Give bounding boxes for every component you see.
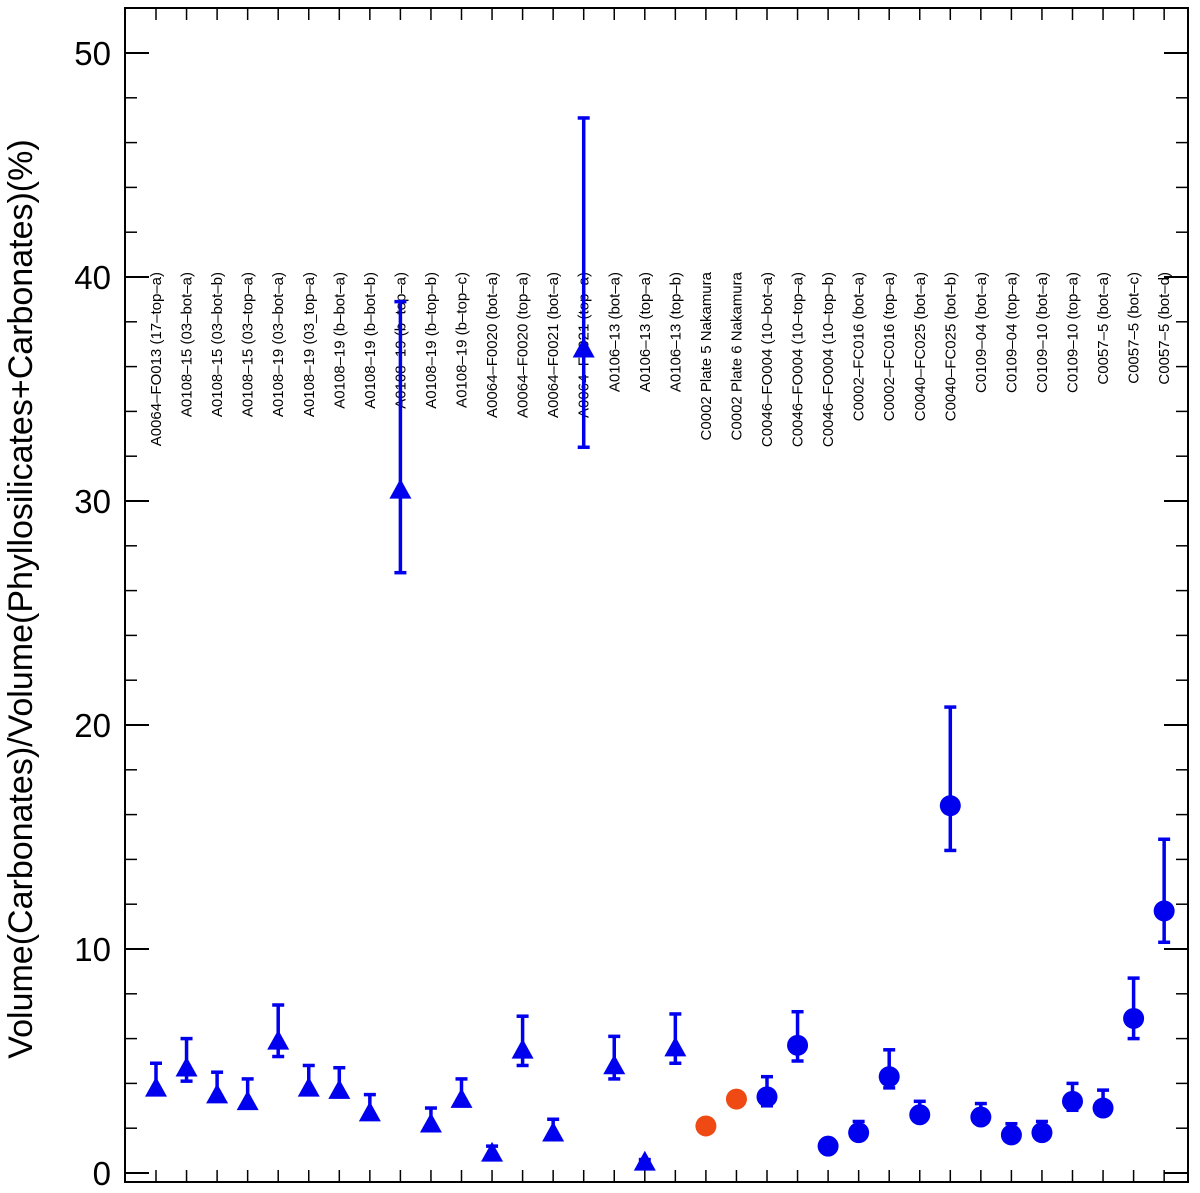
category-label: C0109–10 (bot–a) xyxy=(1034,272,1051,393)
category-label: C0057–5 (bot–c) xyxy=(1126,272,1143,384)
category-label: A0108–19 (b–top–c) xyxy=(454,272,471,408)
data-point-triangle xyxy=(419,1112,442,1133)
y-tick-label: 50 xyxy=(74,35,111,72)
category-label: C0046–FO004 (10–bot–a) xyxy=(759,272,776,447)
category-label: C0002 Plate 5 Nakamura xyxy=(698,271,715,440)
data-point-circle xyxy=(1000,1124,1022,1146)
category-label: C0046–FO004 (10–top–b) xyxy=(820,272,837,447)
data-point-circle xyxy=(756,1086,778,1108)
data-point-triangle xyxy=(664,1036,687,1057)
category-label: C0040–FC025 (bot–b) xyxy=(942,272,959,421)
data-point-triangle xyxy=(511,1038,534,1059)
category-label: A0106–13 (bot–a) xyxy=(606,272,623,392)
category-label: C0109–04 (top–a) xyxy=(1003,272,1020,393)
y-axis-title: Volume(Carbonates)/Volume(Phyllosilicate… xyxy=(2,139,40,1058)
category-label: C0057–5 (bot–d) xyxy=(1156,272,1173,385)
category-label: A0106–13 (top–a) xyxy=(637,272,654,392)
data-point-circle xyxy=(1092,1097,1114,1119)
data-point-triangle xyxy=(358,1101,381,1122)
y-tick-label: 0 xyxy=(93,1155,111,1192)
category-label: A0108–19 (b–bot–a) xyxy=(331,272,348,409)
category-label: A0108–19 (b–bot–b) xyxy=(362,272,379,409)
category-label: C0057–5 (bot–a) xyxy=(1095,272,1112,385)
category-label: C0109–04 (bot–a) xyxy=(973,272,990,393)
data-point-circle xyxy=(787,1034,809,1056)
plot-frame xyxy=(124,7,1189,1183)
data-point-circle xyxy=(848,1122,870,1144)
data-point-triangle xyxy=(328,1079,351,1099)
data-point-circle xyxy=(878,1066,900,1088)
data-point-circle xyxy=(1031,1122,1053,1144)
data-point-circle xyxy=(1123,1007,1145,1029)
category-label: A0108–19 (03_top–a) xyxy=(301,272,318,417)
category-label: C0002–FC016 (top–a) xyxy=(881,272,898,421)
category-label: C0109–10 (top–a) xyxy=(1065,272,1082,393)
data-point-circle xyxy=(1153,900,1175,922)
category-label: A0108–15 (03–bot–b) xyxy=(209,272,226,417)
category-label: A0064–FO013 (17–top–a) xyxy=(148,272,165,446)
y-tick-label: 30 xyxy=(74,483,111,520)
category-label: A0064–F0020 (bot–a) xyxy=(484,272,501,418)
data-point-triangle xyxy=(389,478,412,499)
data-point-circle xyxy=(909,1104,931,1126)
category-label: C0002–FC016 (bot–a) xyxy=(851,272,868,421)
category-label: C0002 Plate 6 Nakamura xyxy=(728,271,745,440)
data-point-triangle xyxy=(175,1056,198,1077)
data-point-circle xyxy=(970,1106,992,1128)
data-point-triangle xyxy=(267,1029,290,1050)
data-point-triangle xyxy=(450,1088,473,1108)
y-tick-label: 10 xyxy=(74,931,111,968)
category-label: A0064–F0020 (top–a) xyxy=(515,272,532,418)
data-point-triangle xyxy=(633,1150,656,1171)
data-point-circle xyxy=(817,1135,839,1157)
data-point-triangle xyxy=(572,337,595,358)
data-point-triangle xyxy=(542,1121,565,1142)
data-point-circle xyxy=(695,1115,717,1137)
y-tick-label: 40 xyxy=(74,259,111,296)
category-label: A0106–13 (top–b) xyxy=(667,272,684,392)
category-label: C0040–FC025 (bot–a) xyxy=(912,272,929,421)
category-label: A0108–15 (03–bot–a) xyxy=(179,272,196,417)
category-label: A0108–19 (03–bot–a) xyxy=(270,272,287,417)
category-label: A0108–19 (b–top–b) xyxy=(423,272,440,409)
data-point-circle xyxy=(1062,1090,1083,1112)
data-point-triangle xyxy=(481,1141,504,1162)
category-label: A0064–F0021 (bot–a) xyxy=(545,272,562,418)
data-point-triangle xyxy=(206,1083,229,1104)
data-point-triangle xyxy=(145,1076,167,1097)
data-point-circle xyxy=(939,795,961,817)
y-tick-label: 20 xyxy=(74,707,111,744)
data-point-triangle xyxy=(603,1054,626,1075)
category-label: C0046–FO004 (10–top–a) xyxy=(790,272,807,447)
data-point-triangle xyxy=(236,1090,259,1111)
data-point-triangle xyxy=(297,1076,320,1097)
category-label: A0108–15 (03–top–a) xyxy=(240,272,257,417)
data-point-circle xyxy=(725,1088,747,1110)
